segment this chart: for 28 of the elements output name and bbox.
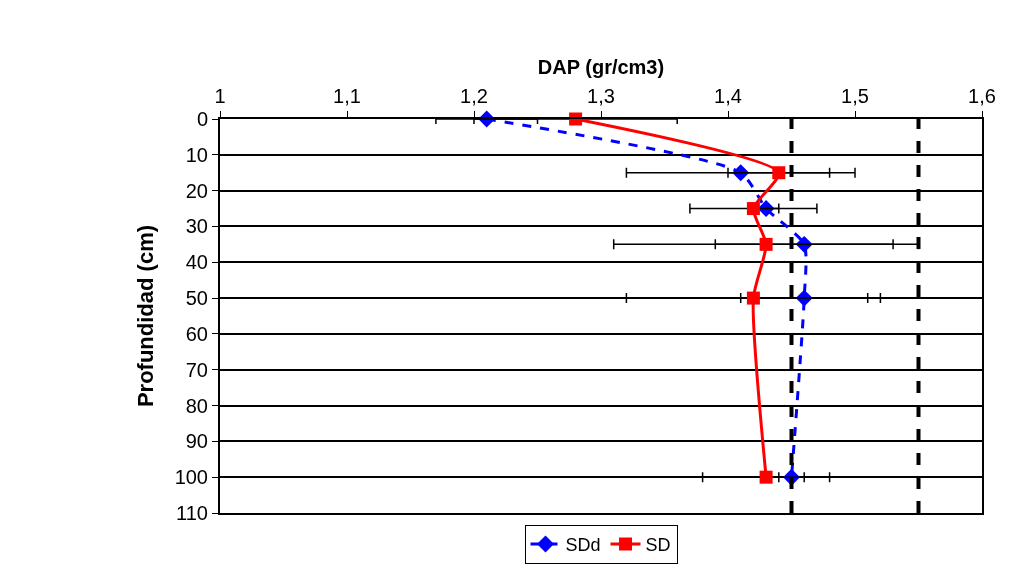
- y-tick-label: 60: [185, 322, 208, 345]
- point: [772, 166, 786, 180]
- y-tick-label: 40: [185, 251, 208, 274]
- y-tick-label: 10: [185, 143, 208, 166]
- y-tick-label: 90: [185, 430, 208, 453]
- y-tick-label: 110: [176, 502, 208, 524]
- point: [746, 291, 760, 305]
- y-tick-label: 0: [196, 108, 208, 130]
- x-axis-title: DAP (gr/cm3): [537, 56, 665, 78]
- y-tick-label: 70: [185, 358, 208, 381]
- x-tick-label: 1,1: [333, 85, 361, 107]
- y-tick-label: 30: [185, 215, 208, 238]
- legend-label: SD: [645, 535, 671, 556]
- x-tick-label: 1,4: [714, 85, 742, 107]
- point: [759, 237, 773, 251]
- point: [746, 202, 760, 216]
- y-tick-label: 50: [185, 287, 208, 310]
- y-tick-label: 80: [185, 394, 208, 417]
- x-tick-label: 1,6: [968, 85, 996, 107]
- x-tick-label: 1: [214, 85, 226, 107]
- x-tick-label: 1,5: [841, 85, 869, 107]
- y-tick-label: 100: [174, 466, 208, 489]
- y-tick-label: 20: [185, 179, 208, 202]
- point: [759, 470, 773, 484]
- legend-label: SDd: [565, 535, 601, 556]
- x-tick-label: 1,3: [587, 85, 615, 107]
- x-tick-label: 1,2: [460, 85, 488, 107]
- y-axis-title: Profundidad (cm): [132, 224, 158, 408]
